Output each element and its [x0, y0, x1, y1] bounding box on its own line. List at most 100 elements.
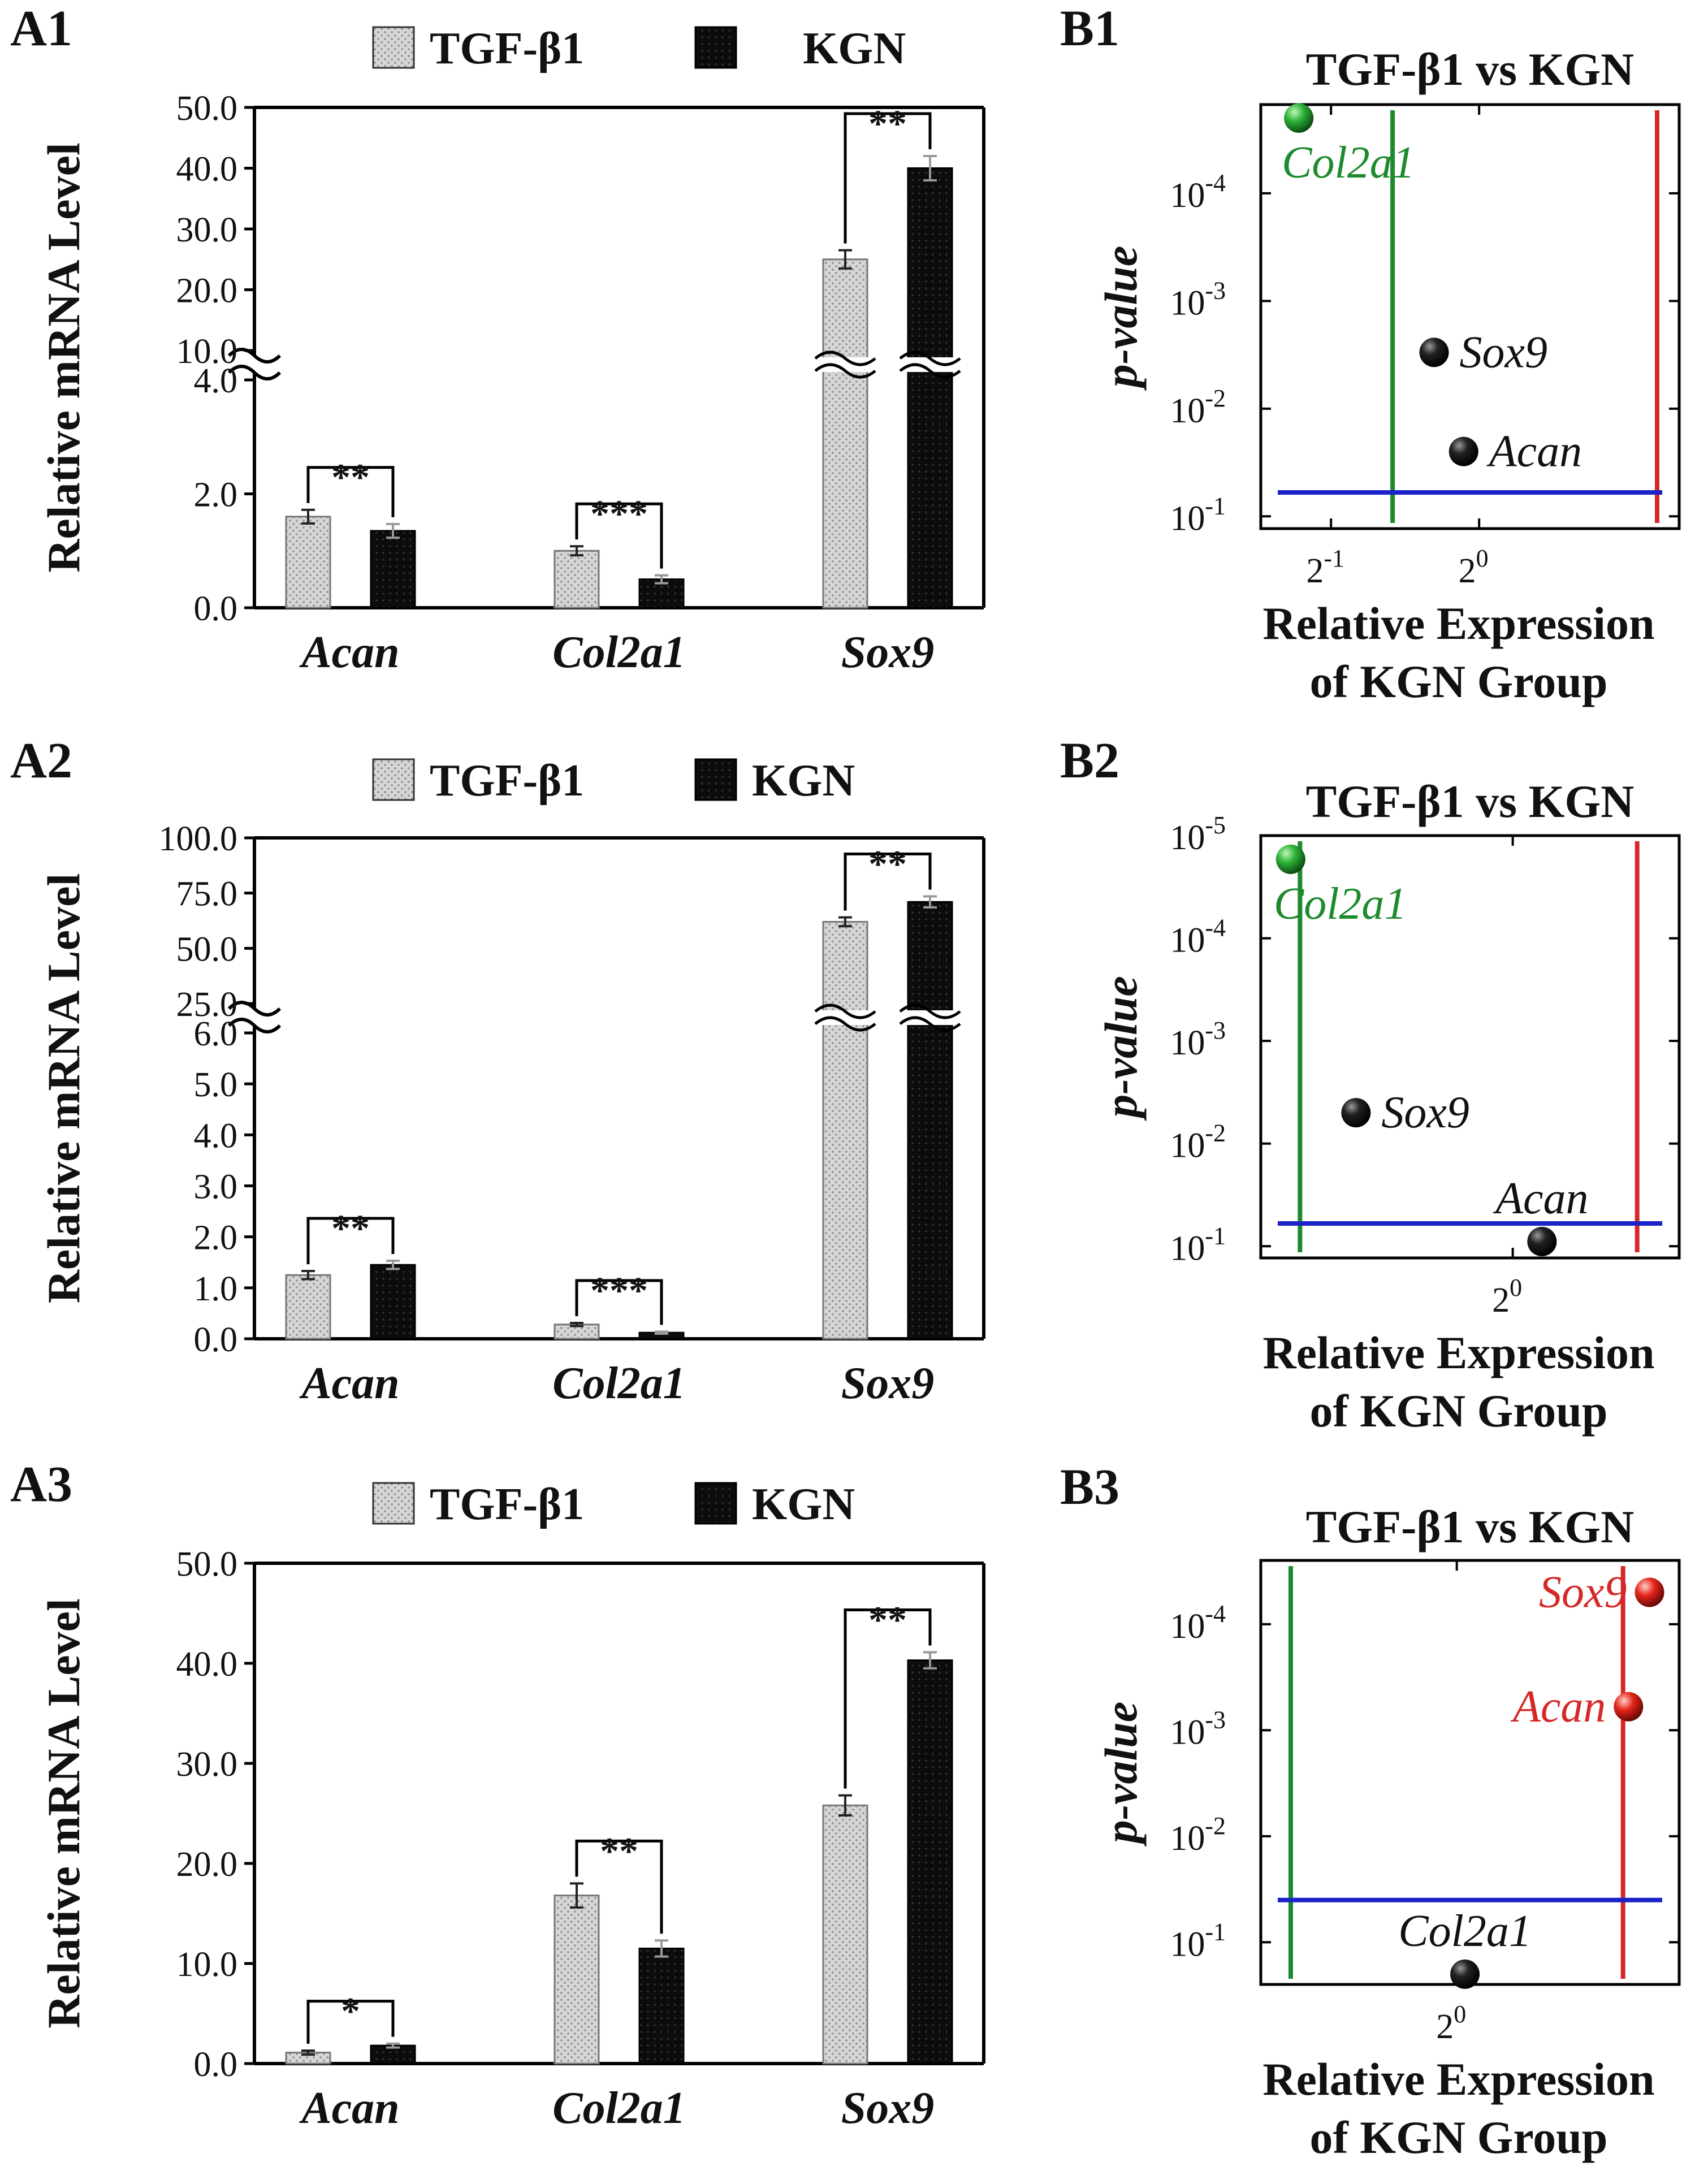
y-tick-label: 30.0 [176, 211, 238, 249]
plot-frame [1259, 834, 1681, 1260]
significance-bracket [306, 1217, 395, 1265]
significance-label: * [341, 1990, 360, 2032]
bar-kgn-sox9 [907, 901, 953, 1340]
bar-tgf-col2a1 [554, 1895, 600, 2065]
y-tick-label: 50.0 [176, 89, 238, 128]
x-tick-label: Acan [299, 628, 399, 677]
y-tick-label: 75.0 [176, 875, 238, 914]
significance-label: ** [331, 1206, 370, 1249]
bar-panel-a2: A2 TGF-β1 KGN 0.0 1.0 2.0 3.0 4.0 5.0 6.025.0 50.0… [10, 733, 985, 1408]
y-tick-label: 40.0 [176, 1645, 238, 1684]
x-tick-label: 20 [1459, 544, 1489, 590]
x-tick-label: 20 [1492, 1274, 1522, 1320]
bar-kgn-acan [370, 1264, 416, 1340]
bar-break-mark [899, 1004, 961, 1019]
scatter-panel-b1: B1 TGF-β1 vs KGN 10-1 10-2 10-3 10-4 2-1 20 Col2… [1060, 1, 1681, 707]
significance-bracket [575, 1839, 663, 1934]
bar-kgn-sox9 [907, 1659, 953, 2065]
point-sox9 [1341, 1098, 1371, 1128]
x-tick-label: Acan [299, 1359, 399, 1408]
y-tick-label: 10-1 [1170, 1222, 1226, 1268]
point-sox9 [1419, 338, 1449, 367]
y-axis-title: Relative mRNA Level [38, 142, 89, 573]
x-tick-label: Col2a1 [552, 1359, 686, 1408]
y-tick-label: 50.0 [176, 1545, 238, 1584]
y-tick-label: 40.0 [176, 150, 238, 189]
y-tick-label: 10.0 [176, 1945, 238, 1984]
panel-label: B3 [1060, 1459, 1119, 1515]
y-tick-label: 20.0 [176, 272, 238, 310]
y-tick-label: 10-3 [1170, 276, 1226, 322]
point-sox9 [1635, 1577, 1664, 1607]
significance-bracket [844, 112, 932, 244]
x-tick-label: Sox9 [841, 2083, 935, 2133]
plot-frame [1259, 103, 1681, 530]
chart-title: TGF-β1 vs KGN [1306, 44, 1635, 95]
bar-break-mark [814, 1016, 876, 1032]
y-tick-label: 6.0 [194, 1015, 238, 1053]
legend-label-kgn: KGN [752, 756, 855, 806]
panel-label: B1 [1060, 1, 1119, 57]
y-tick-label: 10.0 [176, 332, 238, 371]
y-tick-label: 10-3 [1170, 1706, 1226, 1751]
x-axis-title: of KGN Group [1310, 656, 1608, 707]
bar-break-mark [814, 363, 876, 379]
y-tick-label: 1.0 [194, 1270, 238, 1308]
significance-bracket [844, 1608, 932, 1789]
y-tick-label: 10-4 [1170, 914, 1226, 960]
x-axis-title: of KGN Group [1310, 1385, 1608, 1437]
bar-kgn-col2a1 [638, 1947, 685, 2065]
point-acan [1448, 436, 1478, 466]
bar-break-mark [899, 351, 961, 366]
legend-swatch-tgf [372, 26, 415, 69]
axis-break-mark [227, 1001, 282, 1017]
significance-label: ** [868, 1598, 907, 1641]
point-label: Col2a1 [1282, 138, 1415, 188]
y-tick-label: 0.0 [194, 590, 238, 628]
significance-label: ** [868, 842, 907, 885]
panel-label: A2 [10, 733, 72, 789]
significance-label: *** [590, 1269, 648, 1312]
legend-swatch-tgf [372, 758, 415, 801]
panel-label: B2 [1060, 733, 1119, 789]
panel-label: A1 [10, 1, 72, 57]
bar-break-mark [899, 363, 961, 379]
legend-swatch-kgn [694, 1482, 737, 1525]
point-col2a1 [1450, 1959, 1480, 1989]
y-tick-label: 10-1 [1170, 492, 1226, 538]
legend-swatch-tgf [372, 1482, 415, 1525]
x-tick-label: Col2a1 [552, 628, 686, 677]
x-tick-label: Sox9 [841, 628, 935, 677]
y-axis-title: Relative mRNA Level [38, 873, 89, 1304]
y-tick-label: 2.0 [194, 1219, 238, 1257]
y-tick-label: 5.0 [194, 1066, 238, 1104]
y-axis-title: p-value [1095, 246, 1147, 391]
y-tick-label: 100.0 [159, 820, 238, 858]
point-col2a1 [1275, 844, 1305, 874]
y-tick-label: 0.0 [194, 1321, 238, 1359]
y-tick-label: 4.0 [194, 1117, 238, 1155]
y-tick-label: 10-4 [1170, 169, 1226, 215]
y-tick-label: 0.0 [194, 2045, 238, 2084]
bar-tgf-sox9 [822, 920, 868, 1340]
point-label: Acan [1486, 427, 1582, 477]
point-label: Col2a1 [1398, 1906, 1532, 1956]
y-axis-title: p-value [1095, 976, 1147, 1121]
y-tick-label: 10-3 [1170, 1017, 1226, 1062]
bar-tgf-sox9 [822, 1804, 868, 2065]
y-axis-title: p-value [1095, 1702, 1147, 1846]
legend-label-kgn: KGN [752, 1480, 855, 1529]
scatter-panel-b3: B3 TGF-β1 vs KGN 10-1 10-2 10-3 10-4 20 Sox9 Aca… [1060, 1459, 1681, 2163]
significance-bracket [306, 466, 395, 517]
bar-break-mark [814, 351, 876, 366]
x-tick-label: Col2a1 [552, 2083, 686, 2133]
y-tick-label: 10-5 [1170, 811, 1226, 857]
x-axis-title: Relative Expression [1262, 598, 1654, 649]
x-axis-title: Relative Expression [1262, 1327, 1654, 1378]
x-tick-label: 20 [1436, 2000, 1466, 2046]
point-col2a1 [1284, 103, 1314, 133]
bar-tgf-acan [285, 1274, 331, 1340]
y-axis-title: Relative mRNA Level [38, 1598, 89, 2029]
legend-label-tgf: TGF-β1 [430, 1480, 584, 1529]
